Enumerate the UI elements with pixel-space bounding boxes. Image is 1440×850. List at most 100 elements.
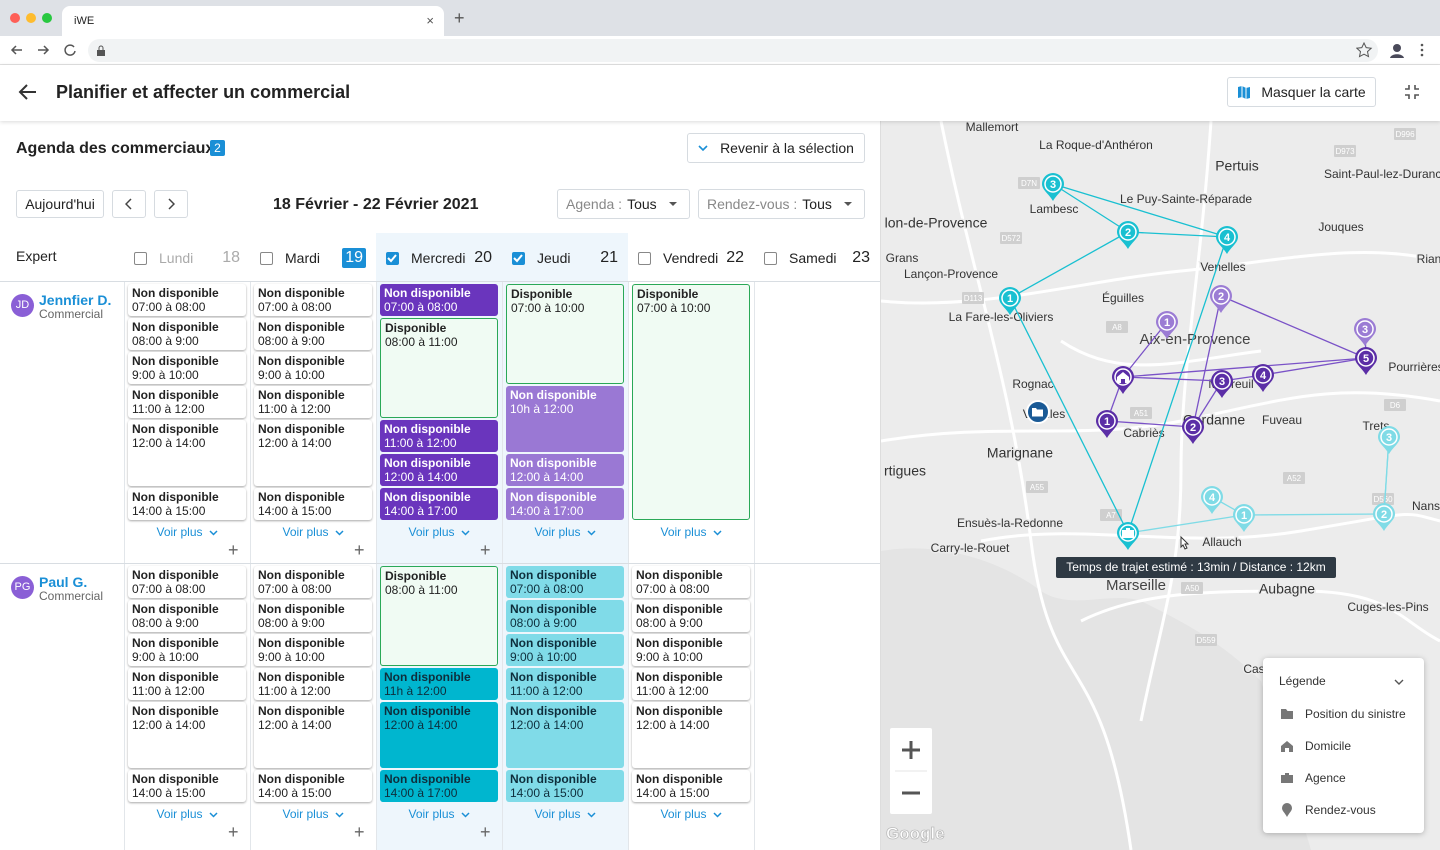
map-marker[interactable] — [1112, 366, 1134, 394]
map-marker[interactable]: 1 — [1096, 410, 1118, 438]
hide-map-button[interactable]: Masquer la carte — [1227, 77, 1376, 107]
back-to-selection-button[interactable]: Revenir à la sélection — [687, 133, 865, 163]
time-slot[interactable]: Non disponible 12:00 à 14:00 — [254, 420, 372, 486]
time-slot[interactable]: Non disponible 11:00 à 12:00 — [380, 420, 498, 452]
time-slot[interactable]: Non disponible 11:00 à 12:00 — [632, 668, 750, 700]
map-marker[interactable] — [1117, 522, 1139, 550]
next-week[interactable] — [154, 190, 188, 218]
map-legend[interactable]: Légende Position du sinistre Domicile Agenc… — [1263, 658, 1424, 833]
add-slot[interactable]: + — [354, 540, 365, 560]
day-header[interactable]: Lundi 18 — [134, 248, 240, 268]
time-slot[interactable]: Non disponible 07:00 à 08:00 — [254, 284, 372, 316]
day-checkbox[interactable] — [386, 251, 399, 265]
time-slot[interactable]: Non disponible 9:00 à 10:00 — [632, 634, 750, 666]
map-marker[interactable]: 4 — [1216, 226, 1238, 254]
map-marker[interactable]: 3 — [1211, 370, 1233, 398]
time-slot[interactable]: Non disponible 08:00 à 9:00 — [128, 318, 246, 350]
time-slot[interactable]: Non disponible 08:00 à 9:00 — [254, 600, 372, 632]
time-slot[interactable]: Non disponible 12:00 à 14:00 — [380, 702, 498, 768]
omnibox[interactable] — [88, 39, 1378, 62]
time-slot[interactable]: Non disponible 12:00 à 14:00 — [380, 454, 498, 486]
day-header[interactable]: Samedi 23 — [764, 248, 870, 268]
time-slot[interactable]: Non disponible 12:00 à 14:00 — [254, 702, 372, 768]
map-marker[interactable]: 2 — [1117, 221, 1139, 249]
add-slot[interactable]: + — [228, 540, 239, 560]
time-slot[interactable]: Non disponible 11:00 à 12:00 — [254, 386, 372, 418]
time-slot[interactable]: Non disponible 9:00 à 10:00 — [506, 634, 624, 666]
time-slot[interactable]: Non disponible 08:00 à 9:00 — [254, 318, 372, 350]
time-slot[interactable]: Non disponible 14:00 à 15:00 — [128, 488, 246, 520]
time-slot[interactable]: Non disponible 07:00 à 08:00 — [128, 566, 246, 598]
filter-dropdown[interactable]: Rendez-vous : Tous — [698, 189, 865, 219]
see-more[interactable]: Voir plus — [254, 525, 372, 539]
expert-name[interactable]: Paul G. — [39, 574, 88, 590]
see-more[interactable]: Voir plus — [506, 807, 624, 821]
map-marker[interactable]: 1 — [1156, 311, 1178, 339]
time-slot[interactable]: Non disponible 9:00 à 10:00 — [254, 634, 372, 666]
see-more[interactable]: Voir plus — [632, 807, 750, 821]
nav-buttons[interactable] — [10, 42, 78, 58]
back-arrow[interactable] — [18, 83, 38, 101]
time-slot[interactable]: Disponible 07:00 à 10:00 — [632, 284, 750, 520]
map-marker[interactable]: 3 — [1378, 426, 1400, 454]
time-slot[interactable]: Non disponible 08:00 à 9:00 — [632, 600, 750, 632]
map-marker[interactable]: 2 — [1373, 503, 1395, 531]
map-marker[interactable]: 4 — [1201, 486, 1223, 514]
add-slot[interactable]: + — [228, 822, 239, 842]
time-slot[interactable]: Non disponible 07:00 à 08:00 — [506, 566, 624, 598]
time-slot[interactable]: Non disponible 12:00 à 14:00 — [506, 454, 624, 486]
time-slot[interactable]: Non disponible 9:00 à 10:00 — [128, 352, 246, 384]
time-slot[interactable]: Non disponible 12:00 à 14:00 — [632, 702, 750, 768]
add-slot[interactable]: + — [480, 822, 491, 842]
prev-week[interactable] — [112, 190, 146, 218]
time-slot[interactable]: Non disponible 08:00 à 9:00 — [128, 600, 246, 632]
map-marker[interactable]: 1 — [999, 287, 1021, 315]
time-slot[interactable]: Non disponible 14:00 à 17:00 — [380, 770, 498, 802]
time-slot[interactable]: Non disponible 14:00 à 15:00 — [506, 770, 624, 802]
time-slot[interactable]: Non disponible 11:00 à 12:00 — [128, 386, 246, 418]
zoom-controls[interactable] — [890, 728, 932, 814]
time-slot[interactable]: Non disponible 14:00 à 15:00 — [254, 488, 372, 520]
day-checkbox[interactable] — [134, 251, 147, 265]
browser-tab[interactable]: iWE × — [62, 6, 444, 36]
time-slot[interactable]: Disponible 07:00 à 10:00 — [506, 284, 624, 384]
time-slot[interactable]: Non disponible 14:00 à 15:00 — [128, 770, 246, 802]
new-tab[interactable]: + — [454, 8, 465, 28]
day-header[interactable]: Mercredi 20 — [386, 248, 492, 268]
day-header[interactable]: Mardi 19 — [260, 248, 366, 268]
time-slot[interactable]: Non disponible 9:00 à 10:00 — [254, 352, 372, 384]
time-slot[interactable]: Non disponible 07:00 à 08:00 — [128, 284, 246, 316]
see-more[interactable]: Voir plus — [506, 525, 624, 539]
map-marker[interactable]: 5 — [1355, 347, 1377, 375]
browser-actions[interactable] — [1356, 42, 1432, 60]
map-marker[interactable]: 4 — [1252, 364, 1274, 392]
see-more[interactable]: Voir plus — [380, 525, 498, 539]
time-slot[interactable]: Non disponible 12:00 à 14:00 — [128, 420, 246, 486]
time-slot[interactable]: Non disponible 07:00 à 08:00 — [632, 566, 750, 598]
time-slot[interactable]: Non disponible 14:00 à 15:00 — [632, 770, 750, 802]
time-slot[interactable]: Disponible 08:00 à 11:00 — [380, 318, 498, 418]
day-header[interactable]: Jeudi 21 — [512, 248, 618, 268]
time-slot[interactable]: Non disponible 14:00 à 15:00 — [254, 770, 372, 802]
time-slot[interactable]: Non disponible 11h à 12:00 — [380, 668, 498, 700]
day-checkbox[interactable] — [764, 251, 777, 265]
see-more[interactable]: Voir plus — [632, 525, 750, 539]
time-slot[interactable]: Non disponible 11:00 à 12:00 — [254, 668, 372, 700]
map[interactable]: Mallemort La Roque-d'Anthéron Pertuis Saint… — [881, 121, 1440, 850]
filter-dropdown[interactable]: Agenda : Tous — [557, 189, 690, 219]
day-checkbox[interactable] — [260, 251, 273, 265]
today-button[interactable]: Aujourd'hui — [16, 190, 104, 218]
see-more[interactable]: Voir plus — [128, 525, 246, 539]
day-checkbox[interactable] — [512, 251, 525, 265]
map-marker[interactable]: 2 — [1182, 416, 1204, 444]
time-slot[interactable]: Non disponible 11:00 à 12:00 — [506, 668, 624, 700]
expert-name[interactable]: Jennfier D. — [39, 292, 112, 308]
time-slot[interactable]: Non disponible 14:00 à 17:00 — [380, 488, 498, 520]
see-more[interactable]: Voir plus — [380, 807, 498, 821]
map-marker[interactable]: 3 — [1354, 318, 1376, 346]
day-header[interactable]: Vendredi 22 — [638, 248, 744, 268]
time-slot[interactable]: Non disponible 08:00 à 9:00 — [506, 600, 624, 632]
time-slot[interactable]: Non disponible 07:00 à 08:00 — [380, 284, 498, 316]
time-slot[interactable]: Non disponible 14:00 à 17:00 — [506, 488, 624, 520]
add-slot[interactable]: + — [480, 540, 491, 560]
